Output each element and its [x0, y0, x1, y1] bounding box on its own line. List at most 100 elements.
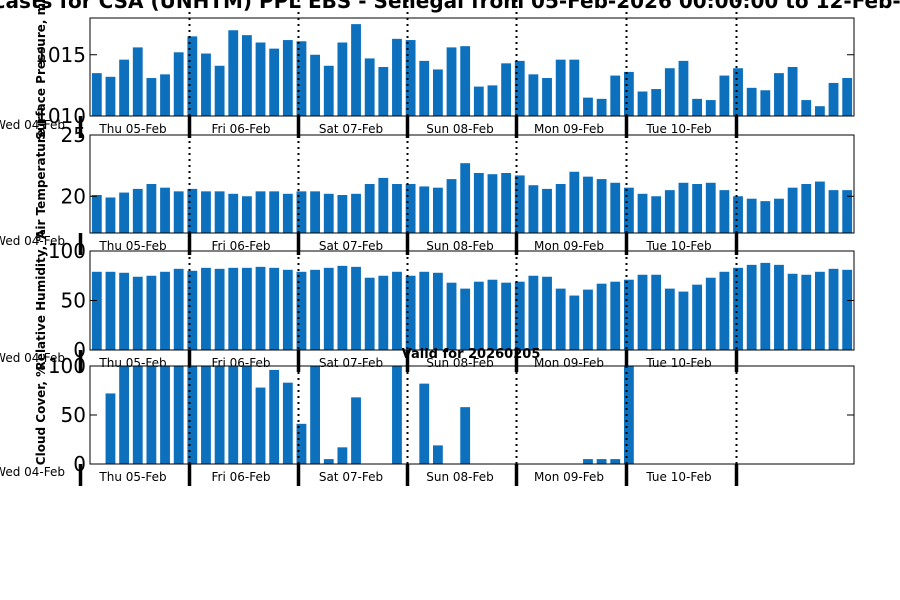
bar-2-51 — [774, 198, 784, 233]
bar-3-14 — [269, 267, 280, 350]
bar-4-12 — [241, 366, 252, 464]
x-day-label-3-3: Sat 07-Feb — [319, 356, 383, 370]
bar-3-56 — [842, 269, 853, 350]
bar-1-13 — [255, 42, 266, 116]
x-day-label-1-6: Tue 10-Feb — [645, 122, 711, 136]
bar-2-12 — [241, 196, 252, 233]
bar-3-2 — [105, 271, 116, 350]
bar-1-21 — [364, 58, 375, 116]
bar-3-52 — [787, 273, 798, 350]
bar-1-37 — [583, 97, 593, 117]
bar-3-45 — [692, 284, 703, 350]
chart-title: Forecasts for CSA (UNHTM) PPL EBS - Sene… — [0, 0, 900, 13]
bar-1-17 — [310, 54, 321, 116]
x-day-label-4-1: Thu 05-Feb — [98, 470, 166, 484]
bar-1-7 — [173, 52, 184, 116]
ylabel-4: Cloud Cover, % — [34, 365, 48, 465]
bar-2-2 — [105, 197, 116, 233]
bar-2-31 — [501, 172, 512, 233]
bar-1-52 — [787, 67, 798, 116]
bar-3-9 — [201, 267, 211, 350]
bar-2-42 — [651, 196, 662, 233]
bar-4-5 — [146, 366, 157, 464]
bar-2-27 — [446, 179, 457, 233]
bar-4-26 — [432, 445, 443, 464]
bar-1-25 — [419, 60, 430, 117]
bar-4-7 — [173, 366, 184, 464]
bar-1-42 — [651, 89, 662, 116]
bar-4-16 — [296, 423, 307, 464]
panel-annotation-4: Valid for 20260205 — [402, 347, 541, 362]
bar-4-14 — [269, 369, 280, 464]
bar-3-28 — [460, 288, 471, 350]
bar-2-23 — [392, 184, 402, 233]
bar-3-31 — [501, 282, 512, 350]
x-day-label-1-2: Fri 06-Feb — [212, 122, 271, 136]
bar-1-31 — [501, 63, 512, 116]
x-day-label-3-1: Thu 05-Feb — [98, 356, 166, 370]
bar-3-1 — [91, 271, 102, 350]
bar-2-43 — [664, 190, 675, 234]
bar-2-52 — [787, 187, 798, 233]
bar-3-46 — [705, 277, 716, 350]
x-start-label-3: Wed 04-Feb — [0, 351, 65, 365]
bar-2-56 — [842, 190, 853, 234]
bar-2-17 — [310, 191, 321, 233]
ytick-label-2-2: 25 — [61, 123, 86, 147]
bar-4-11 — [228, 366, 239, 464]
ytick-label-1-2: 1015 — [35, 43, 86, 67]
bar-3-17 — [310, 269, 321, 350]
bar-4-25 — [419, 383, 430, 464]
bar-3-5 — [146, 275, 157, 350]
x-day-label-3-6: Tue 10-Feb — [645, 356, 711, 370]
bar-3-29 — [473, 281, 484, 350]
bar-2-24 — [405, 184, 416, 233]
bar-2-30 — [487, 174, 498, 233]
bar-3-53 — [801, 274, 812, 350]
x-day-label-2-4: Sun 08-Feb — [426, 239, 494, 253]
bar-1-29 — [473, 86, 484, 116]
bar-2-54 — [814, 181, 825, 233]
bar-3-6 — [160, 271, 170, 350]
bar-3-22 — [378, 275, 389, 350]
bar-3-26 — [432, 272, 443, 350]
bar-1-46 — [705, 100, 716, 116]
bar-4-39 — [610, 459, 621, 464]
bar-4-4 — [132, 366, 143, 464]
bar-3-54 — [814, 271, 825, 350]
bar-1-54 — [814, 106, 825, 116]
bar-3-32 — [514, 281, 525, 350]
bar-3-23 — [392, 271, 402, 350]
bar-4-8 — [187, 366, 198, 464]
bar-1-56 — [842, 78, 853, 116]
bar-2-20 — [351, 193, 361, 233]
bar-2-50 — [760, 201, 771, 233]
bar-2-39 — [610, 182, 621, 233]
bar-1-10 — [214, 65, 225, 116]
bar-3-12 — [241, 267, 252, 350]
bar-2-19 — [337, 195, 348, 233]
bar-1-38 — [596, 98, 607, 116]
bar-2-22 — [378, 177, 389, 234]
bar-3-51 — [774, 264, 784, 350]
bar-3-40 — [623, 279, 634, 350]
x-day-label-3-5: Mon 09-Feb — [534, 356, 604, 370]
bar-1-51 — [774, 73, 784, 117]
bar-2-40 — [623, 187, 634, 233]
bar-1-28 — [460, 46, 471, 116]
bar-1-2 — [105, 76, 116, 116]
bar-3-10 — [214, 268, 225, 350]
bar-1-4 — [132, 47, 143, 116]
bar-2-6 — [160, 187, 170, 233]
bar-3-50 — [760, 262, 771, 350]
bar-3-7 — [173, 268, 184, 350]
bar-2-28 — [460, 163, 471, 233]
bar-3-11 — [228, 267, 239, 350]
bar-3-42 — [651, 274, 662, 350]
bar-2-46 — [705, 182, 716, 233]
ylabel-1: Surface Pressure, mb — [34, 0, 48, 140]
bar-3-49 — [746, 264, 757, 350]
bar-1-48 — [733, 68, 743, 116]
bar-3-47 — [719, 271, 730, 350]
bar-1-14 — [269, 48, 280, 117]
